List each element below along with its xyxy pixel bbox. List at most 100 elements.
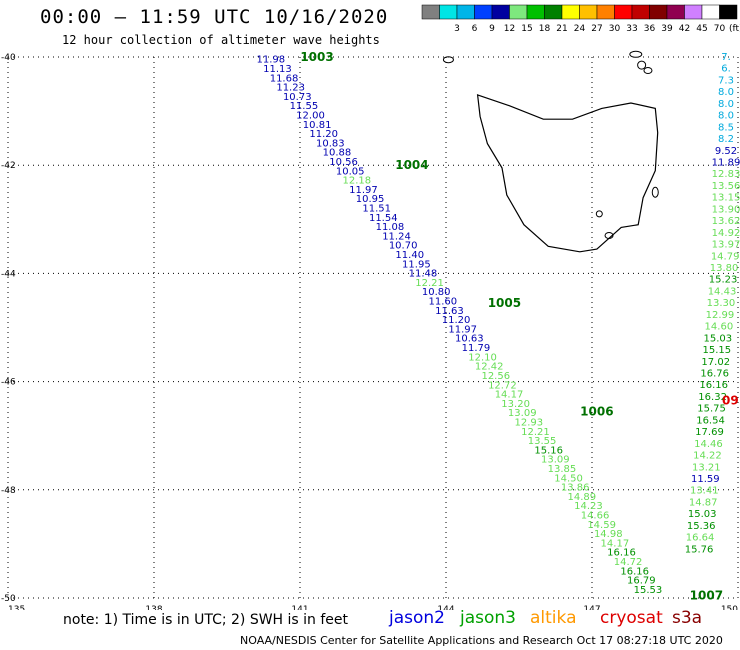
satellite-legend-jason3: jason3 [460, 608, 516, 628]
wave-height-label: 6. [721, 64, 731, 75]
latitude-label: -42 [1, 161, 16, 171]
island-outline [643, 67, 653, 75]
wave-height-label: 16.32 [698, 392, 727, 403]
wave-height-label: 11.23 [276, 83, 305, 94]
legend-tick-label: 21 [556, 24, 567, 34]
longitude-label: 147 [583, 605, 600, 610]
wave-height-label: 11.20 [309, 129, 338, 140]
legend-tick-label: 3 [454, 24, 460, 34]
wave-height-label: 10.95 [356, 194, 385, 205]
wave-height-label: 11.55 [290, 101, 319, 112]
wave-height-label: 14.60 [705, 322, 734, 333]
wave-height-label: 14.87 [689, 497, 718, 508]
wave-height-label: 13.80 [710, 263, 739, 274]
wave-height-label: 14.17 [495, 390, 524, 401]
credit-line: NOAA/NESDIS Center for Satellite Applica… [240, 634, 723, 647]
longitude-label: 138 [145, 605, 162, 610]
wave-height-label: 10.05 [336, 166, 365, 177]
wave-height-label: 11.54 [369, 213, 398, 224]
latitude-label: -50 [1, 594, 16, 604]
wave-height-label: 15.53 [634, 585, 663, 596]
wave-height-label: 11.63 [435, 306, 464, 317]
time-marker-label: 09 [722, 394, 739, 408]
wave-height-label: 10.80 [422, 287, 451, 298]
satellite-legend-jason2: jason2 [389, 608, 445, 628]
wave-height-label: 14.22 [693, 451, 722, 462]
wave-height-label: 15.23 [709, 275, 738, 286]
time-marker-label: 1006 [580, 404, 613, 418]
wave-height-label: 15.03 [688, 509, 717, 520]
wave-height-label: 15.76 [685, 544, 714, 555]
time-marker-label: 1004 [395, 158, 428, 172]
legend-tick-label: 12 [504, 24, 515, 34]
longitude-label: 135 [8, 605, 25, 610]
legend-tick-label: 36 [644, 24, 656, 34]
longitude-label: 144 [437, 605, 454, 610]
satellite-legend-altika: altika [530, 608, 577, 628]
wave-height-label: 10.63 [455, 334, 484, 345]
wave-height-label: 12.21 [415, 278, 444, 289]
wave-height-label: 13.41 [690, 486, 719, 497]
island-outline [442, 56, 454, 64]
wave-height-label: 11.95 [402, 259, 431, 270]
legend-tick-label: 33 [626, 24, 637, 34]
wave-height-label: 12.18 [343, 176, 372, 187]
wave-height-label: 11.59 [691, 474, 720, 485]
wave-height-label: 13.62 [712, 216, 740, 227]
wave-height-label: 12.10 [468, 352, 497, 363]
wave-height-label: 12.42 [475, 362, 504, 373]
wave-height-label: 8.0 [718, 99, 734, 110]
wave-height-label: 8.2 [718, 134, 734, 145]
latitude-label: -40 [1, 53, 16, 63]
wave-height-label: 16.79 [627, 576, 656, 587]
wave-height-label: 11.08 [376, 222, 405, 233]
legend-unit-label: (ft) [729, 24, 740, 34]
wave-height-label: 12.83 [712, 169, 740, 180]
wave-height-label: 14.46 [694, 439, 723, 450]
wave-height-label: 11.20 [442, 315, 471, 326]
wave-height-label: 14.50 [554, 473, 583, 484]
wave-height-label: 11.24 [382, 231, 411, 242]
wave-height-label: 14.79 [711, 251, 740, 262]
wave-height-label: 11.60 [429, 297, 458, 308]
legend-tick-label: 24 [574, 24, 586, 34]
wave-height-label: 17.02 [701, 357, 730, 368]
wave-height-label: 9.52 [715, 146, 737, 157]
wave-height-label: 11.68 [270, 73, 299, 84]
time-marker-label: 1003 [300, 50, 333, 64]
wave-height-label: 8.5 [718, 122, 734, 133]
footer-note: note: 1) Time is in UTC; 2) SWH is in fe… [63, 612, 349, 628]
longitude-label: 150 [721, 605, 738, 610]
wave-height-label: 10.73 [283, 92, 312, 103]
page-subtitle: 12 hour collection of altimeter wave hei… [62, 33, 380, 47]
wave-height-label: 11.79 [462, 343, 491, 354]
wave-height-label: 15.36 [687, 521, 716, 532]
wave-height-label: 13.86 [561, 483, 590, 494]
legend-tick-label: 39 [661, 24, 673, 34]
wave-height-label: 16.16 [620, 566, 649, 577]
wave-height-label: 8.0 [718, 111, 734, 122]
wave-height-label: 14.89 [567, 492, 596, 503]
island-outline [629, 50, 643, 58]
wave-height-label: 10.83 [316, 138, 345, 149]
wave-height-label: 11.51 [362, 204, 391, 215]
wave-height-label: 7. [721, 52, 731, 63]
latitude-label: -48 [1, 486, 16, 496]
wave-height-label: 10.81 [303, 120, 332, 131]
wave-height-label: 13.56 [712, 181, 740, 192]
wave-height-label: 13.09 [508, 408, 537, 419]
wave-height-label: 11.98 [256, 55, 285, 66]
satellite-legend-cryosat: cryosat [600, 608, 663, 628]
legend-tick-label: 42 [679, 24, 690, 34]
legend-tick-label: 6 [472, 24, 478, 34]
time-marker-label: 1007 [690, 588, 723, 602]
wave-height-label: 7.3 [718, 75, 734, 86]
wave-height-label: 12.21 [521, 427, 550, 438]
wave-height-label: 15.15 [702, 345, 731, 356]
wave-height-label: 17.69 [695, 427, 724, 438]
wave-height-label: 13.09 [541, 455, 570, 466]
wave-height-label: 16.16 [699, 380, 728, 391]
wave-height-label: 16.16 [607, 548, 636, 559]
